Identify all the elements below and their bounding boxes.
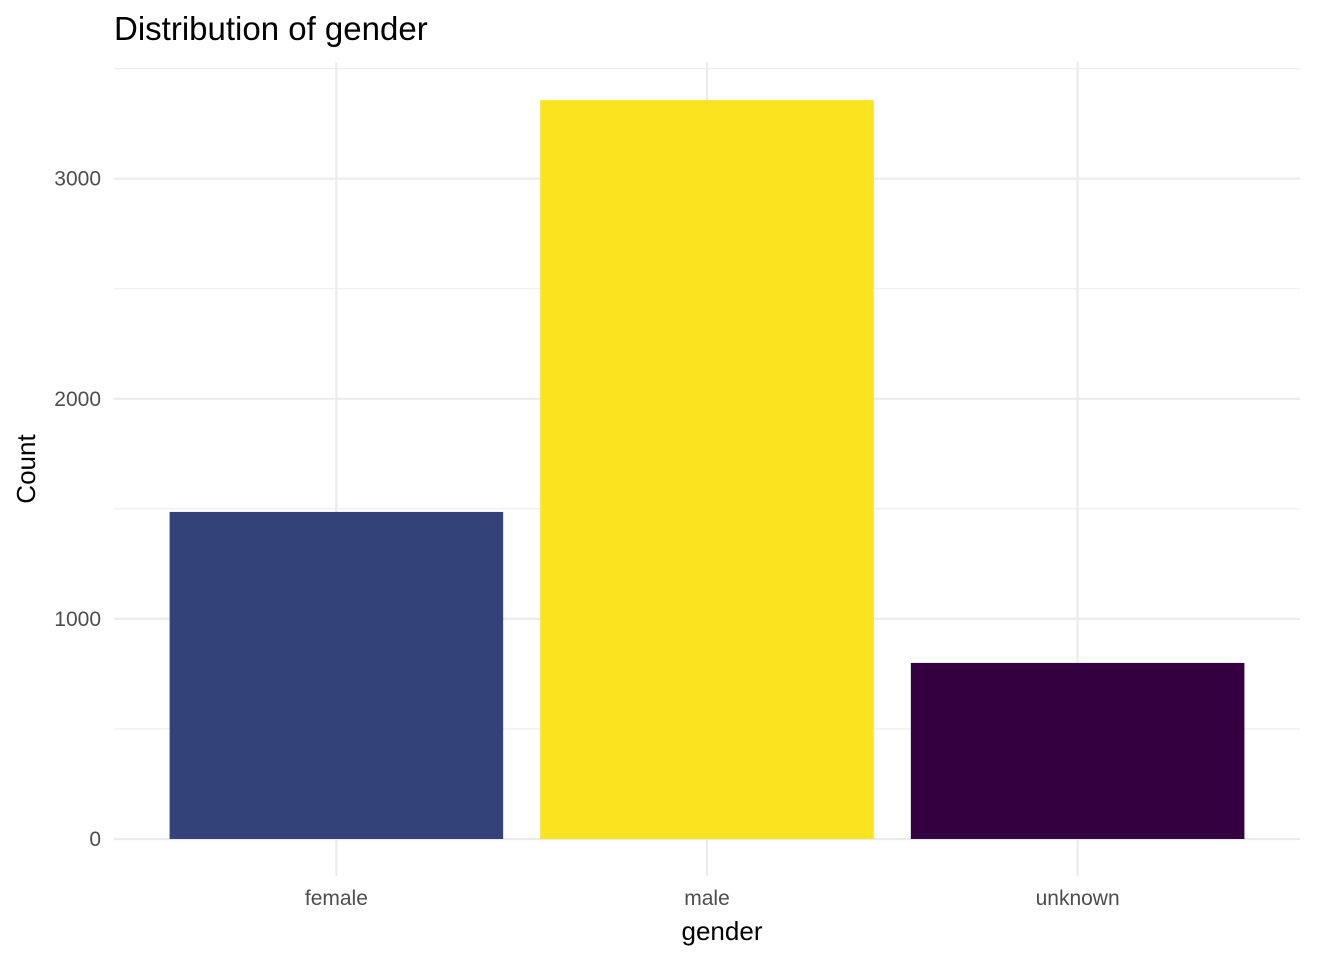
y-axis-ticks: 0 1000 2000 3000 <box>54 168 101 851</box>
y-tick-label: 0 <box>89 828 101 851</box>
y-tick-label: 2000 <box>54 388 101 411</box>
x-axis-title: gender <box>682 916 763 946</box>
chart-title: Distribution of gender <box>114 10 428 47</box>
y-axis-title: Count <box>11 434 41 504</box>
bar-unknown <box>910 662 1245 839</box>
x-tick-label: male <box>684 887 730 910</box>
y-tick-label: 3000 <box>54 168 101 191</box>
x-tick-label: female <box>305 887 368 910</box>
bar-female <box>169 511 504 839</box>
bar-male <box>540 100 874 840</box>
x-axis-ticks: female male unknown <box>305 887 1120 910</box>
y-tick-label: 1000 <box>54 608 101 631</box>
bars <box>169 100 1245 840</box>
x-tick-label: unknown <box>1036 887 1120 910</box>
